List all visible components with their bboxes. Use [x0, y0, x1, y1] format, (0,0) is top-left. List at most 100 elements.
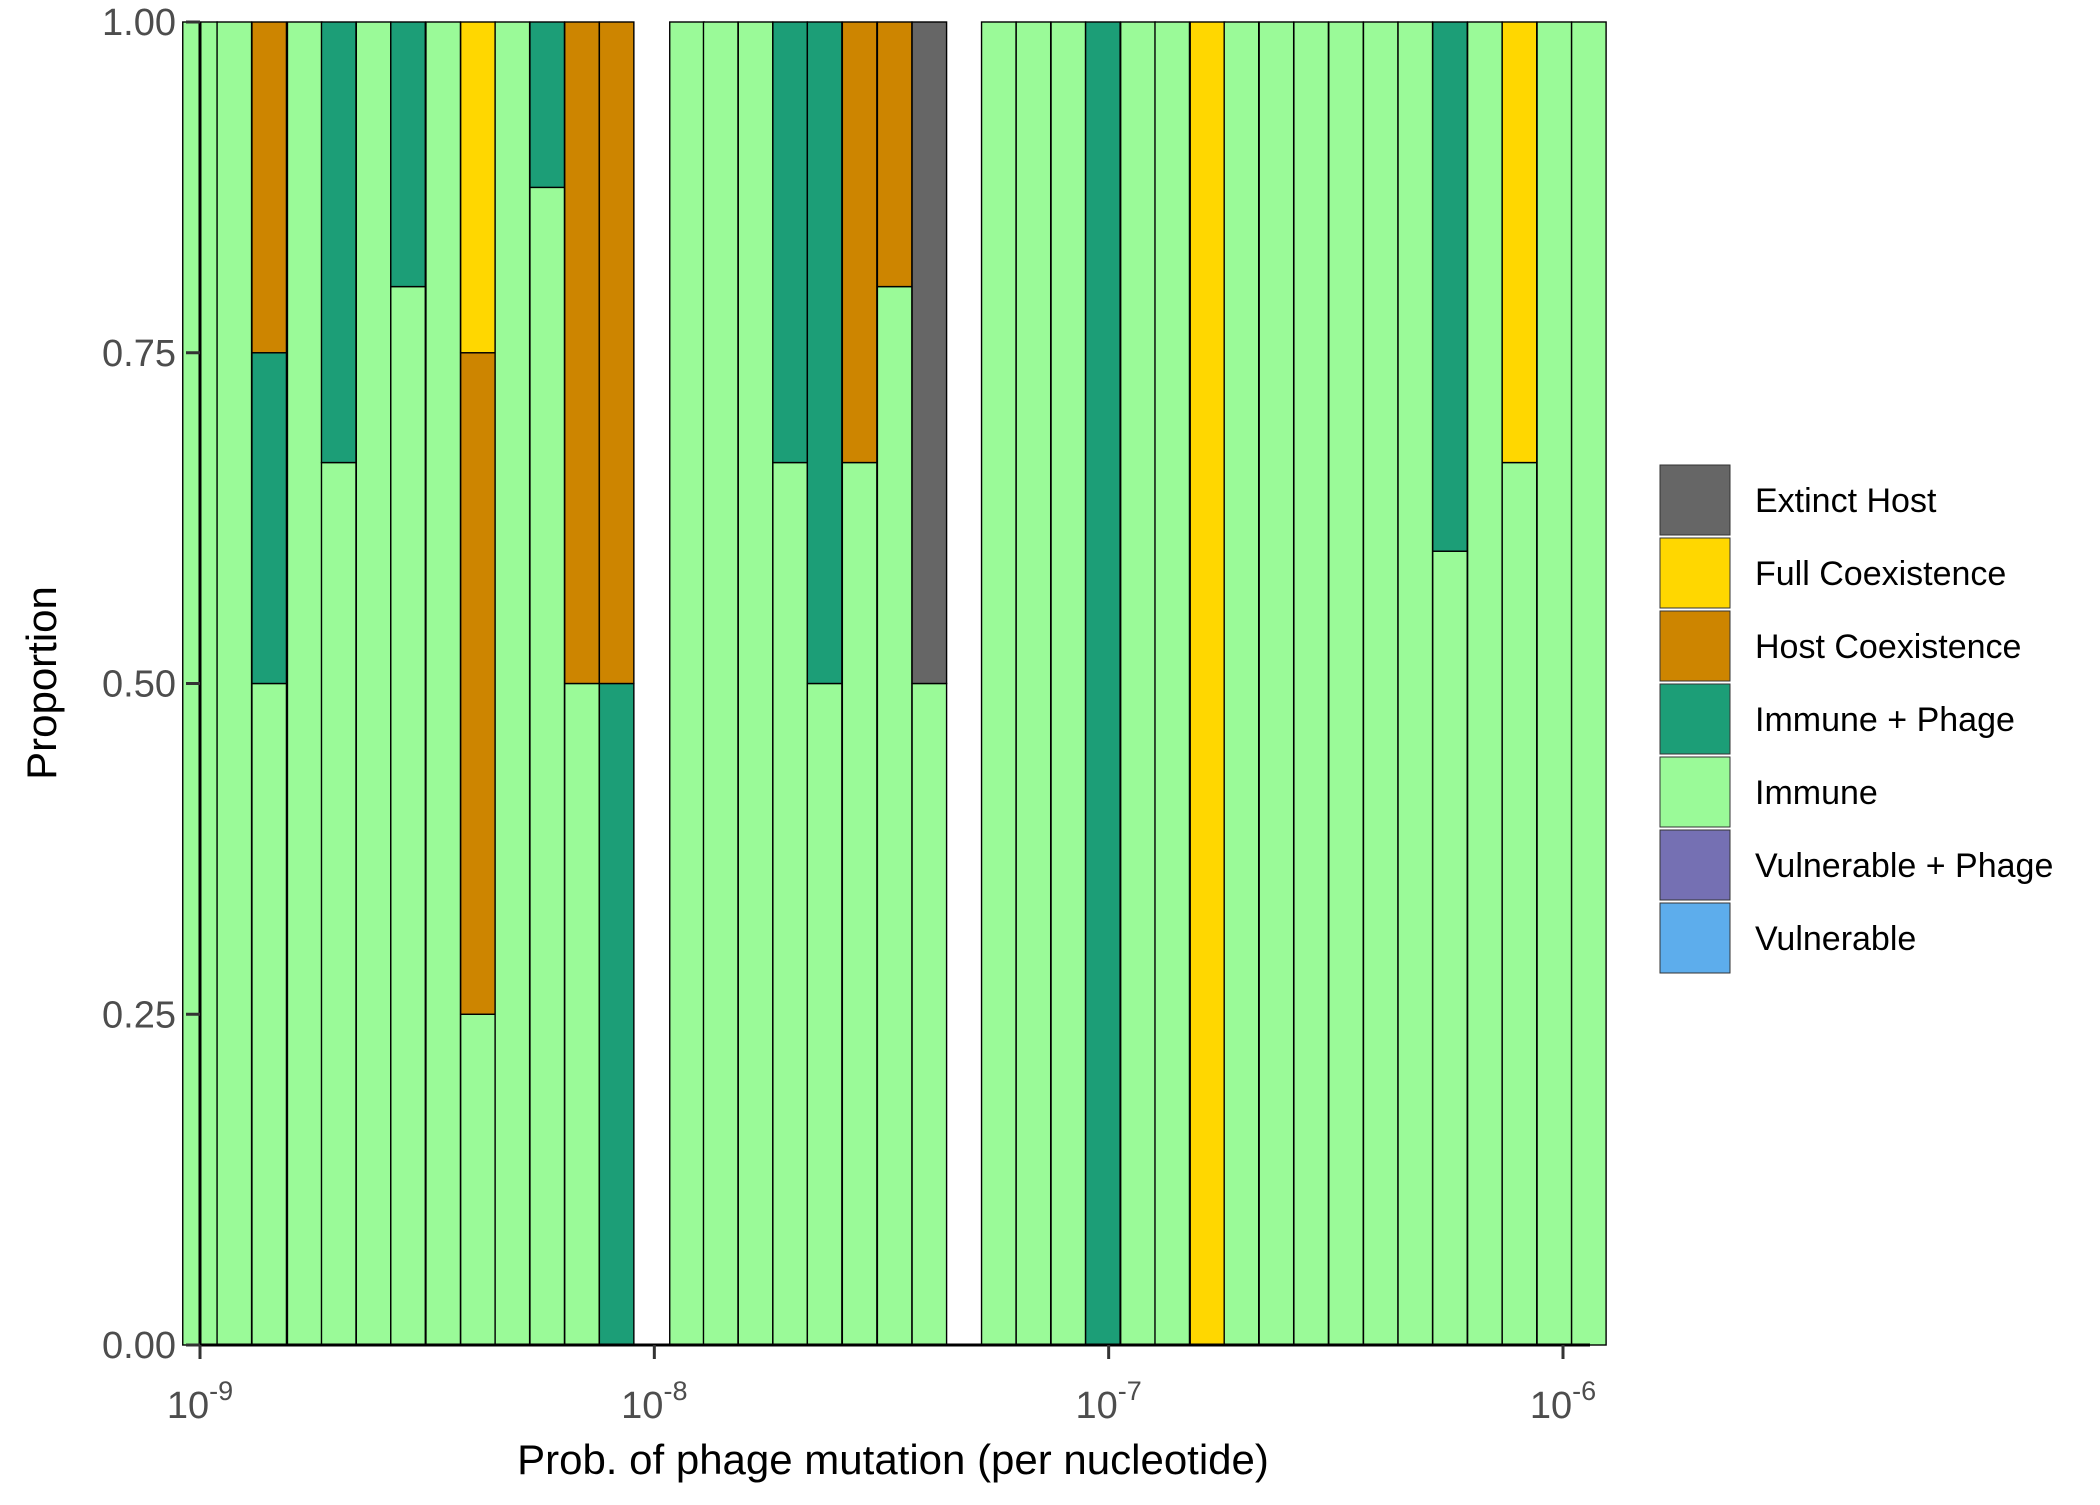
bar-segment-host-coexistence [598, 21, 635, 685]
bar-segment-immune [876, 285, 913, 1346]
y-tick-label: 0.75 [102, 333, 176, 375]
bar [1466, 21, 1503, 1346]
legend: Extinct Host Full Coexistence Host Coexist… [1659, 464, 2053, 974]
x-tick-label: 10-9 [167, 1376, 233, 1427]
bar-segment-immune-phage [251, 352, 288, 685]
bar-segment-immune-phage [1084, 21, 1121, 1346]
bar-segment-immune [1432, 550, 1468, 1346]
bar-segment-immune [702, 21, 739, 1346]
bar-segment-immune [1223, 21, 1260, 1346]
bar-segment-immune-phage [390, 21, 426, 288]
bar [669, 21, 705, 1346]
bar-segment-immune-phage [529, 21, 566, 189]
legend-item: Vulnerable [1659, 902, 1916, 974]
bar-segment-immune [320, 461, 357, 1346]
bar-segment-host-coexistence [564, 21, 600, 685]
bar [425, 21, 462, 1346]
bar-segment-immune [1119, 21, 1156, 1346]
bar-segment-host-coexistence [876, 21, 913, 288]
y-axis-title: Proportion [18, 586, 65, 780]
bar [251, 21, 288, 1346]
bar-segment-host-coexistence [459, 352, 496, 1015]
bar [772, 21, 809, 1346]
bar-segment-full-coexistence [459, 21, 496, 354]
bar-segment-immune [1501, 461, 1538, 1346]
bar-segment-full-coexistence [1501, 21, 1538, 464]
legend-label: Vulnerable [1755, 920, 1916, 958]
x-ticks: 10-9 10-8 10-7 10-6 [167, 1345, 1596, 1427]
bar [1501, 21, 1538, 1346]
y-tick-label: 0.50 [102, 664, 176, 706]
bar [1570, 21, 1607, 1346]
bar-segment-immune [737, 21, 774, 1346]
bar [980, 21, 1017, 1346]
bar-segment-immune [980, 21, 1017, 1346]
x-tick-label: 10-6 [1530, 1376, 1596, 1427]
legend-label: Extinct Host [1755, 482, 1937, 520]
bar-segment-immune [772, 461, 809, 1346]
bar-segment-immune [1328, 21, 1364, 1346]
legend-item: Immune + Phage [1659, 683, 2015, 755]
bar [1258, 21, 1295, 1346]
x-tick-label: 10-7 [1076, 1376, 1142, 1427]
bar [911, 21, 948, 1346]
bar-segment-immune [1293, 21, 1330, 1346]
bar-segment-immune [1397, 21, 1434, 1346]
bar-segment-immune [1466, 21, 1503, 1346]
bar [320, 21, 357, 1346]
bar [494, 21, 531, 1346]
y-tick-label: 0.25 [102, 994, 176, 1036]
bar [216, 21, 253, 1346]
bar-segment-immune [1050, 21, 1087, 1346]
bar [1536, 21, 1573, 1346]
bar [1050, 21, 1087, 1346]
bar-segment-host-coexistence [251, 21, 288, 354]
bar-segment-extinct-host [911, 21, 948, 685]
bar-segment-immune [425, 21, 462, 1346]
legend-key [1659, 610, 1731, 682]
bar-segment-immune [806, 682, 843, 1346]
bar [1397, 21, 1434, 1346]
bar [286, 21, 323, 1346]
y-tick-label: 1.00 [102, 2, 176, 44]
bar-segment-host-coexistence [841, 21, 878, 464]
bar [564, 21, 600, 1346]
bar [1362, 21, 1399, 1346]
legend-key [1659, 464, 1731, 536]
legend-key [1659, 537, 1731, 609]
bar-segment-immune [1154, 21, 1191, 1346]
y-ticks: 0.00 0.25 0.50 0.75 1.00 [102, 2, 200, 1367]
bar-segment-immune [251, 682, 288, 1346]
legend-label: Full Coexistence [1755, 555, 2006, 593]
bar [1223, 21, 1260, 1346]
bar [459, 21, 496, 1346]
bar [529, 21, 566, 1346]
bar-segment-immune [1015, 21, 1052, 1346]
bar-segment-immune [355, 21, 392, 1346]
legend-key [1659, 902, 1731, 974]
bar-segment-immune [390, 285, 426, 1346]
bar [806, 21, 843, 1346]
bar [702, 21, 739, 1346]
bar-segment-immune [841, 461, 878, 1346]
legend-label: Immune [1755, 774, 1878, 812]
bar-segment-immune [494, 21, 531, 1346]
bars [182, 21, 1607, 1346]
bar-segment-immune [1258, 21, 1295, 1346]
x-tick-label: 10-8 [621, 1376, 687, 1427]
legend-item: Extinct Host [1659, 464, 1937, 536]
bar [841, 21, 878, 1346]
bar [390, 21, 426, 1346]
bar [1328, 21, 1364, 1346]
bar-segment-full-coexistence [1189, 21, 1226, 1346]
x-axis-title: Prob. of phage mutation (per nucleotide) [517, 1436, 1269, 1483]
bar [1189, 21, 1226, 1346]
bar-segment-immune-phage [320, 21, 357, 464]
bar-segment-immune [1570, 21, 1607, 1346]
bar [1119, 21, 1156, 1346]
bar-segment-immune-phage [598, 682, 635, 1346]
legend-label: Immune + Phage [1755, 701, 2015, 739]
legend-item: Vulnerable + Phage [1659, 829, 2053, 901]
